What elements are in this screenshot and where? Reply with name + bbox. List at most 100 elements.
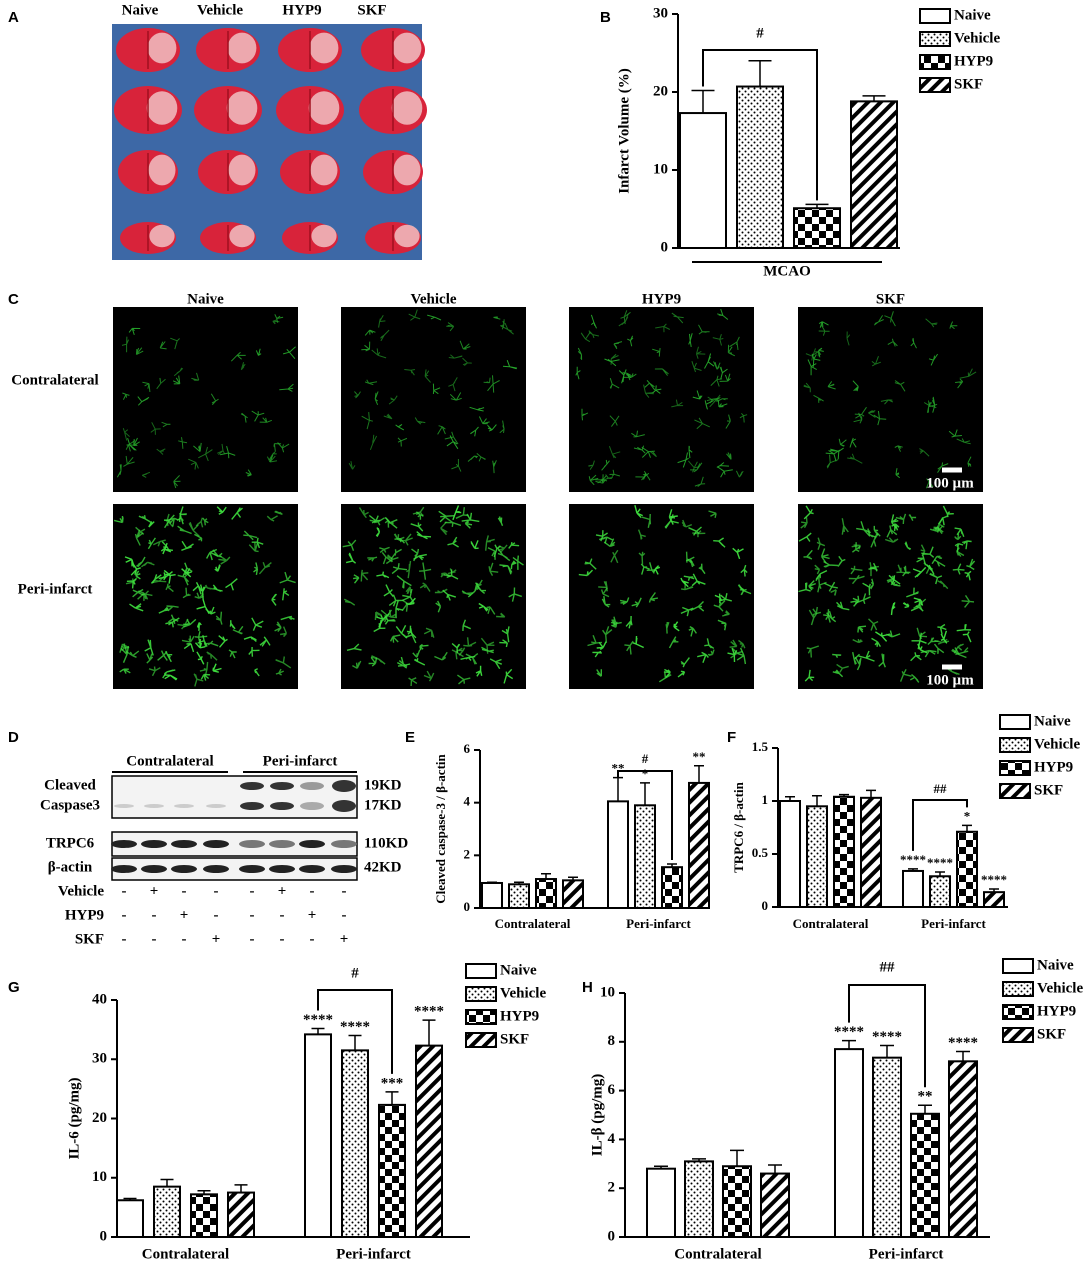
error-bar xyxy=(692,1158,706,1162)
astrocyte xyxy=(113,516,124,524)
astrocyte xyxy=(204,584,216,590)
astrocyte xyxy=(274,314,284,323)
bar xyxy=(646,1167,676,1239)
astrocyte xyxy=(163,513,174,528)
error-bar xyxy=(694,765,704,783)
astrocyte xyxy=(704,638,715,649)
astrocyte xyxy=(470,426,479,437)
astrocyte xyxy=(146,653,154,664)
y-tick-label: 30 xyxy=(92,1051,107,1067)
astrocyte xyxy=(854,406,867,419)
error-bar xyxy=(768,1164,782,1174)
blot-band xyxy=(239,865,265,873)
astrocyte xyxy=(206,651,218,661)
astrocyte xyxy=(188,522,200,537)
y-tick-label: 4 xyxy=(608,1131,616,1147)
astrocyte xyxy=(280,615,295,621)
treatment-sign: - xyxy=(182,931,187,947)
legend-label: Vehicle xyxy=(1034,736,1080,752)
astrocyte xyxy=(871,356,881,367)
panel-letter: A xyxy=(8,9,19,26)
y-tick-label: 4 xyxy=(464,794,471,809)
astrocyte xyxy=(136,556,146,568)
astrocyte xyxy=(138,515,152,524)
infarct-area xyxy=(310,154,338,186)
y-tick-label: 0 xyxy=(464,899,471,914)
treatment-sign: - xyxy=(214,907,219,923)
bracket-label: # xyxy=(351,965,359,981)
bar xyxy=(634,804,656,909)
astrocyte xyxy=(816,537,826,550)
astrocyte xyxy=(183,643,195,653)
astrocyte xyxy=(266,454,278,463)
astrocyte xyxy=(376,571,390,579)
legend-swatch xyxy=(1002,1027,1034,1043)
error-bar xyxy=(812,794,822,807)
astrocyte xyxy=(596,669,602,677)
micrograph xyxy=(798,504,983,689)
panel-letter: H xyxy=(582,979,593,996)
astrocyte xyxy=(713,600,726,612)
astrocyte xyxy=(940,630,948,644)
astrocyte xyxy=(444,516,462,527)
blot-band xyxy=(174,804,194,808)
treatment-sign: - xyxy=(214,883,219,899)
treatment-label: Vehicle xyxy=(58,883,104,899)
blot-band xyxy=(299,840,325,848)
astrocyte xyxy=(137,590,147,601)
bracket-label: ## xyxy=(934,781,948,796)
legend-swatch xyxy=(919,77,951,93)
bar xyxy=(722,1165,752,1238)
astrocyte xyxy=(170,337,180,350)
column-label: Vehicle xyxy=(197,2,243,18)
astrocyte xyxy=(215,611,223,625)
astrocyte xyxy=(707,649,715,656)
error-bar xyxy=(160,1178,174,1187)
astrocyte xyxy=(910,337,917,349)
y-tick-label: 0.5 xyxy=(752,845,769,860)
astrocyte xyxy=(435,600,442,613)
astrocyte xyxy=(694,417,711,430)
blot-band xyxy=(300,802,324,810)
astrocyte xyxy=(655,323,671,333)
astrocyte xyxy=(176,512,184,525)
astrocyte xyxy=(851,542,861,553)
significance-stars: ** xyxy=(918,1089,933,1105)
astrocyte xyxy=(875,631,890,642)
astrocyte xyxy=(193,673,204,687)
bar xyxy=(806,805,828,908)
treatment-sign: - xyxy=(342,907,347,923)
astrocyte xyxy=(618,369,627,384)
astrocyte xyxy=(966,558,976,571)
astrocyte xyxy=(890,602,896,616)
astrocyte xyxy=(462,357,472,366)
astrocyte xyxy=(446,322,455,332)
panel-letter: E xyxy=(405,729,415,746)
legend-swatch xyxy=(465,986,497,1002)
astrocyte xyxy=(390,548,402,560)
treatment-sign: + xyxy=(150,883,159,899)
astrocyte xyxy=(463,637,477,647)
astrocyte xyxy=(937,580,949,590)
astrocyte xyxy=(681,519,693,528)
astrocyte xyxy=(692,530,706,538)
astrocyte xyxy=(380,329,390,342)
y-tick-label: 8 xyxy=(608,1033,616,1049)
astrocyte xyxy=(856,521,871,537)
astrocyte xyxy=(251,410,265,422)
astrocyte xyxy=(120,645,130,663)
legend-swatch xyxy=(465,963,497,979)
astrocyte xyxy=(852,651,860,665)
astrocyte xyxy=(196,599,210,615)
astrocyte xyxy=(231,507,243,520)
astrocyte xyxy=(354,391,361,399)
astrocyte xyxy=(910,652,922,662)
astrocyte xyxy=(633,445,646,454)
astrocyte xyxy=(916,554,927,566)
y-tick-label: 2 xyxy=(608,1180,616,1196)
astrocyte xyxy=(397,437,408,447)
legend-swatch xyxy=(999,760,1031,776)
blot-band xyxy=(240,802,264,810)
bar xyxy=(779,800,801,908)
astrocyte xyxy=(485,535,495,551)
